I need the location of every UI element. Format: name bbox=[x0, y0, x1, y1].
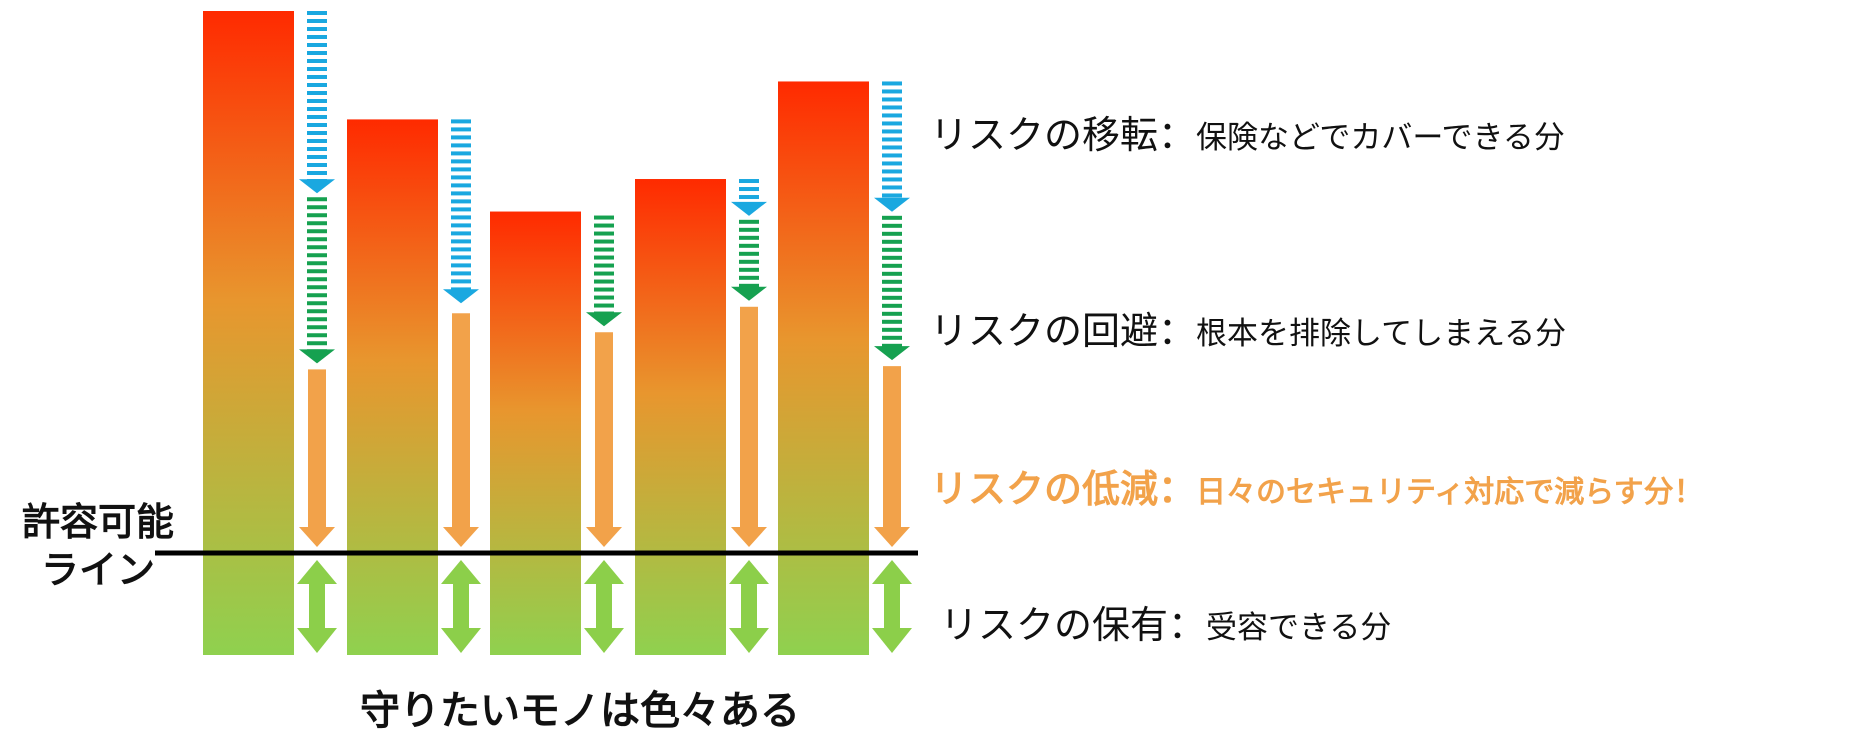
legend-reduction-desc: 日々のセキュリティ対応で減らす分！ bbox=[1196, 475, 1704, 510]
retention-arrow-5 bbox=[884, 582, 900, 630]
diagram-caption: 守りたいモノは色々ある bbox=[360, 688, 800, 734]
transfer-arrow-5 bbox=[874, 81, 910, 212]
legend-transfer-head: リスクの移転： bbox=[930, 113, 1197, 157]
legend-transfer-desc: 保険などでカバーできる分 bbox=[1196, 120, 1565, 156]
avoidance-arrow-4 bbox=[731, 219, 767, 301]
legend-transfer: リスクの移転：保険などでカバーできる分 bbox=[930, 104, 1565, 159]
reduction-arrow-5 bbox=[883, 366, 901, 527]
legend-retention-head: リスクの保有： bbox=[940, 603, 1207, 647]
retention-arrow-4 bbox=[741, 582, 757, 630]
legend-avoidance-head: リスクの回避： bbox=[930, 309, 1197, 353]
avoidance-arrow-1 bbox=[299, 197, 335, 364]
legend-reduction: リスクの低減：日々のセキュリティ対応で減らす分！ bbox=[930, 458, 1704, 513]
avoidance-arrow-5 bbox=[874, 215, 910, 361]
risk-bar-5 bbox=[778, 81, 869, 655]
reduction-arrow-4 bbox=[740, 306, 758, 527]
reduction-arrow-3 bbox=[595, 332, 613, 527]
legend-reduction-head: リスクの低減： bbox=[930, 467, 1197, 511]
retention-arrow-1 bbox=[309, 582, 325, 630]
risk-bar-3 bbox=[490, 211, 581, 656]
legend-avoidance: リスクの回避：根本を排除してしまえる分 bbox=[930, 300, 1566, 355]
reduction-arrow-2 bbox=[452, 313, 470, 527]
risk-bar-4 bbox=[635, 179, 726, 655]
legend-retention: リスクの保有：受容できる分 bbox=[940, 594, 1391, 649]
retention-arrow-3 bbox=[596, 582, 612, 630]
tolerance-label: 許容可能 ライン bbox=[10, 498, 186, 594]
avoidance-arrow-3 bbox=[586, 215, 622, 327]
transfer-arrow-2 bbox=[443, 119, 479, 304]
reduction-arrow-1 bbox=[308, 369, 326, 527]
retention-arrow-2 bbox=[453, 582, 469, 630]
risk-bar-2 bbox=[347, 119, 438, 655]
legend-retention-desc: 受容できる分 bbox=[1206, 610, 1392, 646]
legend-avoidance-desc: 根本を排除してしまえる分 bbox=[1196, 316, 1567, 352]
tolerance-label-line1: 許容可能 bbox=[21, 500, 174, 544]
risk-bar-1 bbox=[203, 11, 294, 655]
tolerance-label-line2: ライン bbox=[40, 548, 155, 592]
transfer-arrow-1 bbox=[299, 11, 335, 194]
transfer-arrow-4 bbox=[731, 179, 767, 216]
